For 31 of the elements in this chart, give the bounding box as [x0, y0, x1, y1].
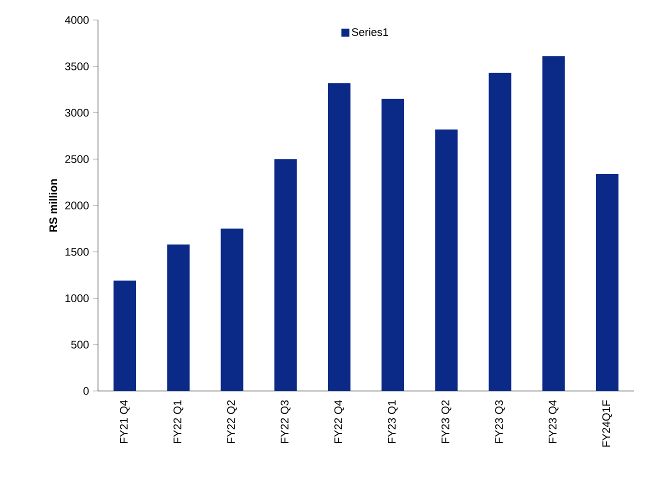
bar [167, 244, 190, 391]
x-tick-label: FY24Q1F [602, 400, 612, 447]
y-tick-label: 1500 [66, 248, 89, 256]
y-tick-label: 2000 [65, 202, 89, 210]
y-tick-label: 2500 [65, 155, 89, 164]
bar [114, 280, 136, 391]
bar [542, 56, 565, 391]
x-tick-label: FY21 Q4 [120, 400, 130, 443]
y-tick-label: 4000 [64, 16, 89, 24]
y-tick-label: 1000 [66, 294, 89, 302]
bar [488, 72, 512, 391]
y-tick-label: 500 [71, 340, 89, 349]
x-tick-label: FY22 Q4 [334, 400, 344, 443]
x-tick-label: FY23 Q3 [495, 400, 505, 443]
bar [596, 174, 618, 391]
y-tick-label: 3500 [65, 62, 89, 70]
bar [328, 83, 350, 391]
bar [220, 228, 244, 391]
legend-label: Series1 [352, 28, 388, 36]
y-tick-label: 3000 [65, 108, 89, 117]
y-tick-label: 0 [83, 387, 89, 395]
bar [274, 159, 297, 391]
bar [382, 98, 404, 391]
y-axis-title: RS million [49, 179, 58, 232]
x-tick-label: FY22 Q1 [174, 400, 184, 443]
x-tick-label: FY23 Q4 [548, 400, 558, 443]
x-tick-label: FY22 Q2 [227, 400, 237, 443]
x-tick-label: FY22 Q3 [280, 400, 290, 443]
x-tick-label: FY23 Q1 [388, 400, 398, 443]
bar [435, 129, 458, 391]
x-tick-label: FY23 Q2 [442, 400, 452, 443]
